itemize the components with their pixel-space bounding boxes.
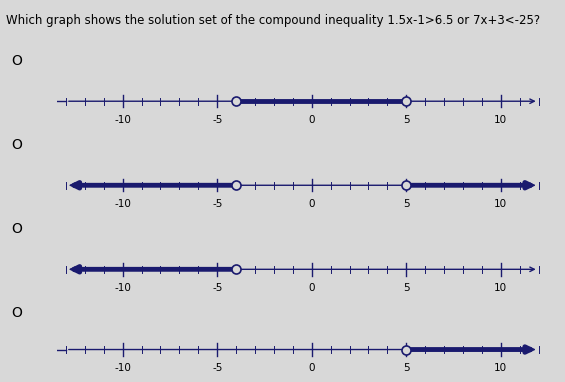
Text: -10: -10 xyxy=(114,199,131,209)
Text: -5: -5 xyxy=(212,115,223,125)
Text: 0: 0 xyxy=(308,115,315,125)
Text: -10: -10 xyxy=(114,283,131,293)
Text: -5: -5 xyxy=(212,199,223,209)
Text: O: O xyxy=(11,306,22,320)
Text: 10: 10 xyxy=(494,115,507,125)
Text: 5: 5 xyxy=(403,199,410,209)
Text: 5: 5 xyxy=(403,283,410,293)
Text: O: O xyxy=(11,54,22,68)
Text: 0: 0 xyxy=(308,363,315,373)
Text: 10: 10 xyxy=(494,283,507,293)
Text: O: O xyxy=(11,222,22,236)
Text: Which graph shows the solution set of the compound inequality 1.5x-1>6.5 or 7x+3: Which graph shows the solution set of th… xyxy=(6,14,540,27)
Text: 5: 5 xyxy=(403,363,410,373)
Text: -10: -10 xyxy=(114,363,131,373)
Text: 0: 0 xyxy=(308,283,315,293)
Text: -5: -5 xyxy=(212,363,223,373)
Text: -5: -5 xyxy=(212,283,223,293)
Text: 0: 0 xyxy=(308,199,315,209)
Text: O: O xyxy=(11,138,22,152)
Text: -10: -10 xyxy=(114,115,131,125)
Text: 10: 10 xyxy=(494,199,507,209)
Text: 10: 10 xyxy=(494,363,507,373)
Text: 5: 5 xyxy=(403,115,410,125)
